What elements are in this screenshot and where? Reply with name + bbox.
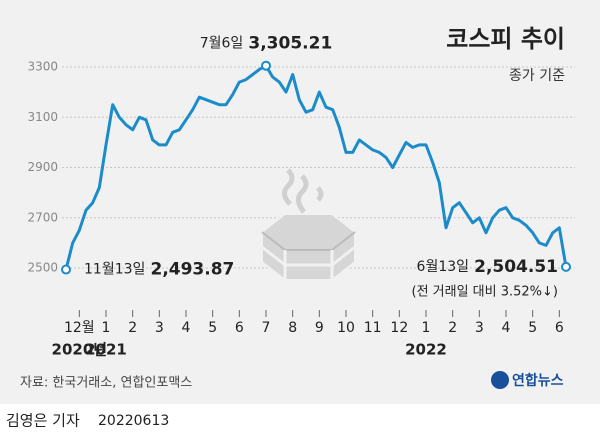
x-tick-label: 12 — [390, 320, 408, 336]
x-tick-label: 2 — [128, 320, 137, 336]
x-year-label: 2022 — [405, 341, 447, 359]
chart-title: 코스피 추이 — [446, 25, 565, 53]
x-tick-label: 3 — [155, 320, 164, 336]
y-tick-label: 2900 — [27, 160, 58, 174]
x-tick-label: 8 — [288, 320, 297, 336]
x-tick-label: 5 — [208, 320, 217, 336]
x-tick-label: 1 — [422, 320, 431, 336]
annotation: 6월13일 2,504.51 — [417, 256, 558, 277]
annotation-value: 2,504.51 — [474, 257, 558, 277]
x-tick-label: 6 — [555, 320, 564, 336]
marker — [261, 60, 271, 71]
byline: 김영은 기자 — [6, 412, 80, 430]
logo-icon — [491, 371, 509, 389]
illustration — [261, 168, 356, 281]
annotation-date: 11월13일 — [84, 262, 145, 278]
footer-background — [0, 404, 600, 439]
x-year-label: 2020년 — [52, 341, 108, 359]
x-tick-label: 9 — [315, 320, 324, 336]
marker — [561, 261, 571, 272]
y-tick-label: 2700 — [27, 210, 58, 224]
chart-subtitle: 종가 기준 — [509, 68, 565, 84]
x-year-label: 2021 — [85, 341, 127, 359]
date: 20220613 — [98, 413, 169, 429]
x-tick-label: 12월 — [64, 320, 95, 336]
annotation-value: 2,493.87 — [150, 260, 234, 280]
x-tick-label: 1 — [102, 320, 111, 336]
annotation-date: 7월6일 — [200, 36, 244, 52]
annotation-date: 6월13일 — [417, 259, 469, 275]
x-tick-label: 5 — [528, 320, 537, 336]
y-tick-label: 2500 — [27, 261, 58, 275]
annotation-value: 3,305.21 — [248, 34, 332, 54]
x-tick-label: 10 — [337, 320, 355, 336]
x-tick-label: 3 — [475, 320, 484, 336]
marker — [61, 264, 71, 275]
x-tick-label: 4 — [502, 320, 511, 336]
x-tick-label: 7 — [262, 320, 271, 336]
logo: 연합뉴스 — [512, 372, 564, 389]
source: 자료: 한국거래소, 연합인포맥스 — [20, 376, 192, 391]
annotation: 7월6일 3,305.21 — [200, 33, 333, 54]
x-tick-label: 6 — [235, 320, 244, 336]
x-tick-label: 11 — [364, 320, 382, 336]
line — [64, 64, 568, 270]
y-tick-label: 3300 — [27, 60, 58, 74]
annotation: 11월13일 2,493.87 — [84, 259, 234, 280]
annotation-note: (전 거래일 대비 3.52%↓) — [412, 284, 559, 299]
x-tick-label: 4 — [182, 320, 191, 336]
y-tick-label: 3100 — [27, 110, 58, 124]
x-tick-label: 2 — [448, 320, 457, 336]
